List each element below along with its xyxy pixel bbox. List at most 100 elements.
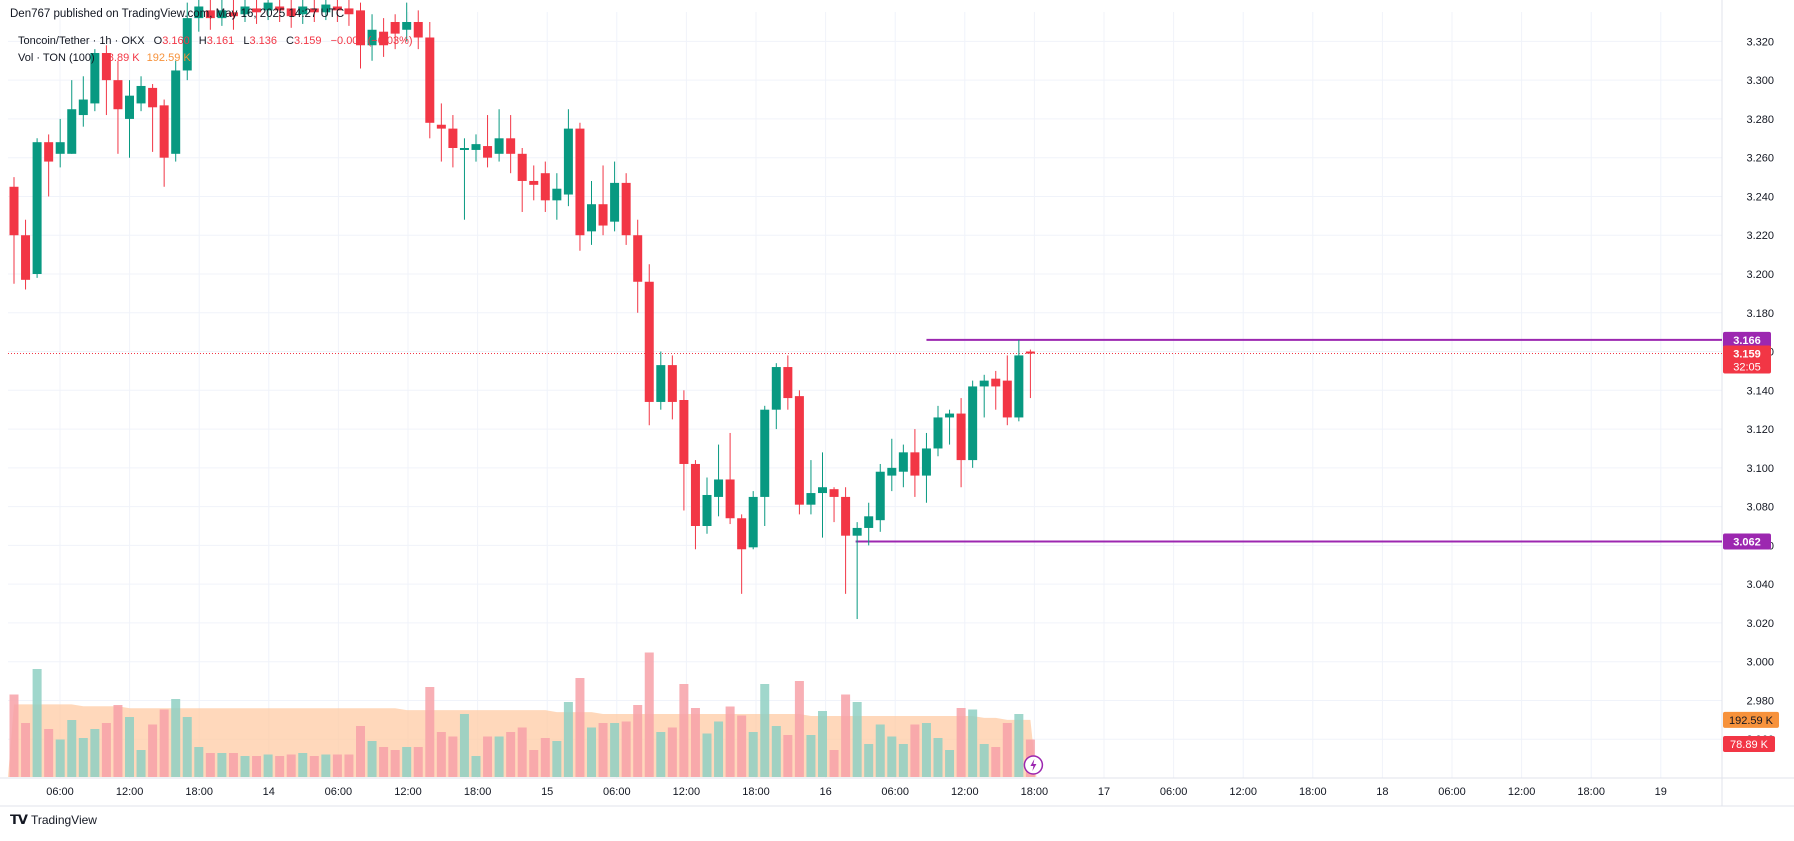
- candle-body[interactable]: [332, 6, 342, 11]
- candle-body[interactable]: [101, 53, 111, 81]
- candle-body[interactable]: [829, 489, 839, 497]
- candle-body[interactable]: [390, 22, 400, 34]
- candle-body[interactable]: [1014, 355, 1024, 418]
- x-tick-label: 06:00: [1160, 786, 1188, 798]
- candle-body[interactable]: [252, 8, 262, 13]
- candle-body[interactable]: [298, 6, 308, 15]
- candle-body[interactable]: [171, 70, 181, 154]
- candle-body[interactable]: [667, 365, 677, 402]
- candle-body[interactable]: [621, 182, 631, 236]
- candle-body[interactable]: [425, 37, 435, 123]
- candle-body[interactable]: [194, 6, 204, 19]
- candle-body[interactable]: [714, 479, 724, 497]
- candle-body[interactable]: [771, 367, 781, 410]
- candle-body[interactable]: [818, 487, 827, 494]
- candle-body[interactable]: [933, 417, 943, 449]
- candle-body[interactable]: [506, 138, 516, 154]
- candle-body[interactable]: [44, 142, 54, 162]
- candle-body[interactable]: [436, 124, 446, 129]
- candle-body[interactable]: [1025, 351, 1035, 354]
- candle-body[interactable]: [598, 204, 608, 226]
- symbol-name[interactable]: Toncoin/Tether · 1h · OKX: [18, 35, 145, 47]
- candle-body[interactable]: [956, 413, 966, 461]
- candle-body[interactable]: [240, 6, 250, 15]
- candle-body[interactable]: [321, 4, 331, 13]
- candle-body[interactable]: [217, 10, 227, 19]
- candle-body[interactable]: [21, 235, 31, 280]
- candle-body[interactable]: [575, 128, 585, 236]
- candle-body[interactable]: [991, 378, 1001, 387]
- candle-body[interactable]: [852, 527, 862, 536]
- candle-body[interactable]: [587, 204, 596, 232]
- candle-body[interactable]: [494, 138, 504, 154]
- candle-body[interactable]: [78, 99, 88, 116]
- candle-body[interactable]: [968, 386, 978, 461]
- volume-bar: [425, 687, 435, 777]
- candle-body[interactable]: [1002, 380, 1012, 418]
- candle-body[interactable]: [644, 281, 654, 402]
- candle-body[interactable]: [309, 8, 319, 13]
- candle-body[interactable]: [945, 413, 955, 418]
- volume-label[interactable]: Vol · TON (100): [18, 52, 95, 64]
- volume-bar: [714, 721, 724, 777]
- candle-body[interactable]: [610, 182, 620, 222]
- candle-body[interactable]: [656, 365, 666, 402]
- candle-body[interactable]: [529, 180, 539, 185]
- candle-body[interactable]: [459, 148, 469, 150]
- candle-body[interactable]: [748, 496, 758, 548]
- candle-body[interactable]: [159, 105, 169, 158]
- candle-body[interactable]: [32, 142, 42, 274]
- candle-body[interactable]: [979, 380, 989, 387]
- candle-body[interactable]: [875, 471, 885, 521]
- candle-body[interactable]: [148, 87, 158, 108]
- candle-body[interactable]: [679, 400, 689, 464]
- candle-body[interactable]: [806, 493, 816, 505]
- candle-body[interactable]: [483, 146, 493, 158]
- candle-body[interactable]: [367, 29, 377, 46]
- x-tick-label: 12:00: [394, 786, 422, 798]
- candle-body[interactable]: [275, 6, 285, 11]
- candle-body[interactable]: [263, 2, 273, 11]
- candle-body[interactable]: [125, 95, 134, 119]
- candle-body[interactable]: [517, 153, 527, 181]
- candle-body[interactable]: [841, 496, 851, 536]
- candle-body[interactable]: [182, 18, 192, 71]
- candle-body[interactable]: [90, 53, 100, 104]
- volume-bar: [413, 747, 423, 777]
- candle-body[interactable]: [136, 85, 146, 104]
- candle-body[interactable]: [228, 12, 238, 17]
- candle-body[interactable]: [356, 10, 365, 46]
- candle-body[interactable]: [113, 80, 123, 110]
- candle-body[interactable]: [887, 467, 897, 476]
- candle-body[interactable]: [471, 144, 481, 150]
- footer-brand[interactable]: 𝗧𝗩 TradingView: [10, 812, 97, 828]
- candle-body[interactable]: [286, 8, 296, 17]
- candle-body[interactable]: [205, 10, 215, 19]
- volume-legend[interactable]: Vol · TON (100) 78.89 K 192.59 K: [18, 52, 191, 64]
- symbol-legend[interactable]: Toncoin/Tether · 1h · OKX O3.160 H3.161 …: [18, 35, 413, 47]
- candle-body[interactable]: [67, 109, 77, 154]
- candle-body[interactable]: [448, 128, 458, 148]
- candle-body[interactable]: [379, 31, 389, 46]
- candle-body[interactable]: [737, 518, 747, 550]
- candle-body[interactable]: [702, 494, 712, 526]
- candle-body[interactable]: [540, 173, 550, 201]
- candle-body[interactable]: [413, 22, 423, 38]
- candle-body[interactable]: [898, 452, 908, 472]
- candle-body[interactable]: [344, 8, 354, 15]
- candle-body[interactable]: [864, 516, 874, 528]
- candle-body[interactable]: [921, 448, 931, 476]
- candle-body[interactable]: [402, 22, 412, 30]
- candle-body[interactable]: [9, 186, 19, 236]
- candle-body[interactable]: [760, 409, 770, 497]
- candle-body[interactable]: [690, 463, 700, 526]
- candle-body[interactable]: [910, 452, 920, 476]
- candle-body[interactable]: [725, 479, 735, 519]
- candle-body[interactable]: [563, 128, 573, 195]
- candle-body[interactable]: [794, 396, 804, 505]
- candle-body[interactable]: [633, 235, 643, 282]
- candle-body[interactable]: [783, 367, 793, 399]
- candle-body[interactable]: [552, 188, 562, 201]
- candle-body[interactable]: [55, 142, 65, 154]
